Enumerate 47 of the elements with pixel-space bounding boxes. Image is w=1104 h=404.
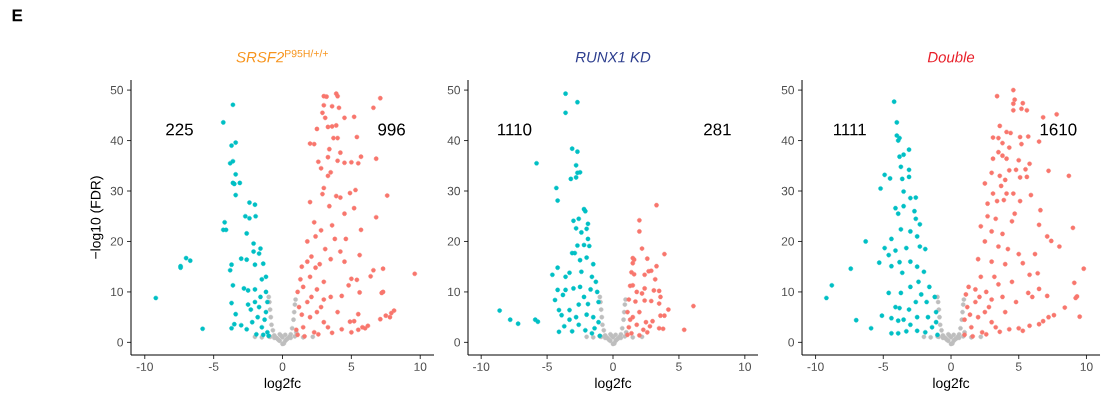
x-tick-label: -5 <box>542 362 552 371</box>
annotation: 281 <box>704 123 731 136</box>
x-tick-label: -5 <box>208 362 219 371</box>
x-tick-label: -10 <box>136 362 153 371</box>
x-tick-label: 5 <box>1015 362 1022 371</box>
y-tick-label: 0 <box>788 338 795 347</box>
x-tick-label: 0 <box>610 362 616 371</box>
y-axis-title: −log10 (FDR) <box>90 176 104 259</box>
y-tick-label: 40 <box>781 136 795 145</box>
x-tick-label: -10 <box>807 362 824 371</box>
x-tick-label: -10 <box>473 362 490 371</box>
annotation: 1110 <box>498 123 532 136</box>
x-tick-label: 0 <box>279 362 286 371</box>
y-tick-label: 30 <box>781 186 795 196</box>
y-tick-label: 0 <box>117 338 124 347</box>
y-tick-label: 30 <box>110 186 124 196</box>
y-tick-label: 10 <box>782 287 795 297</box>
x-tick-label: 5 <box>676 362 682 371</box>
x-tick-label: 5 <box>348 362 355 371</box>
x-tick-label: 0 <box>948 362 954 371</box>
y-tick-label: 20 <box>781 237 795 246</box>
y-tick-label: 50 <box>447 85 461 95</box>
y-tick-label: 40 <box>110 136 124 145</box>
annotation: 1111 <box>834 123 866 136</box>
y-tick-label: 20 <box>447 237 461 246</box>
chart-title: RUNX1 KD <box>575 52 651 63</box>
x-tick-label: -5 <box>878 362 889 371</box>
y-tick-label: 10 <box>448 287 461 297</box>
y-tick-label: 40 <box>447 136 461 145</box>
x-axis-title: log2fc <box>264 377 301 391</box>
y-tick-label: 20 <box>110 237 124 246</box>
x-axis-title: log2fc <box>933 377 970 391</box>
x-tick-label: 10 <box>1080 362 1093 371</box>
y-tick-label: 30 <box>447 186 461 196</box>
y-tick-label: 0 <box>454 338 461 347</box>
x-axis-title: log2fc <box>595 377 632 391</box>
y-tick-label: 50 <box>781 85 795 95</box>
chart-title: SRSF2$^{P95H/+/+}$ <box>236 49 328 63</box>
annotation: 1610 <box>1040 123 1077 136</box>
chart-title: Double <box>927 51 975 63</box>
y-tick-label: 50 <box>110 85 124 95</box>
x-tick-label: 10 <box>414 362 427 371</box>
annotation: 225 <box>166 123 193 136</box>
annotation: 996 <box>378 123 405 136</box>
x-tick-label: 10 <box>739 362 752 371</box>
text: E <box>12 9 23 22</box>
y-tick-label: 10 <box>111 287 124 297</box>
